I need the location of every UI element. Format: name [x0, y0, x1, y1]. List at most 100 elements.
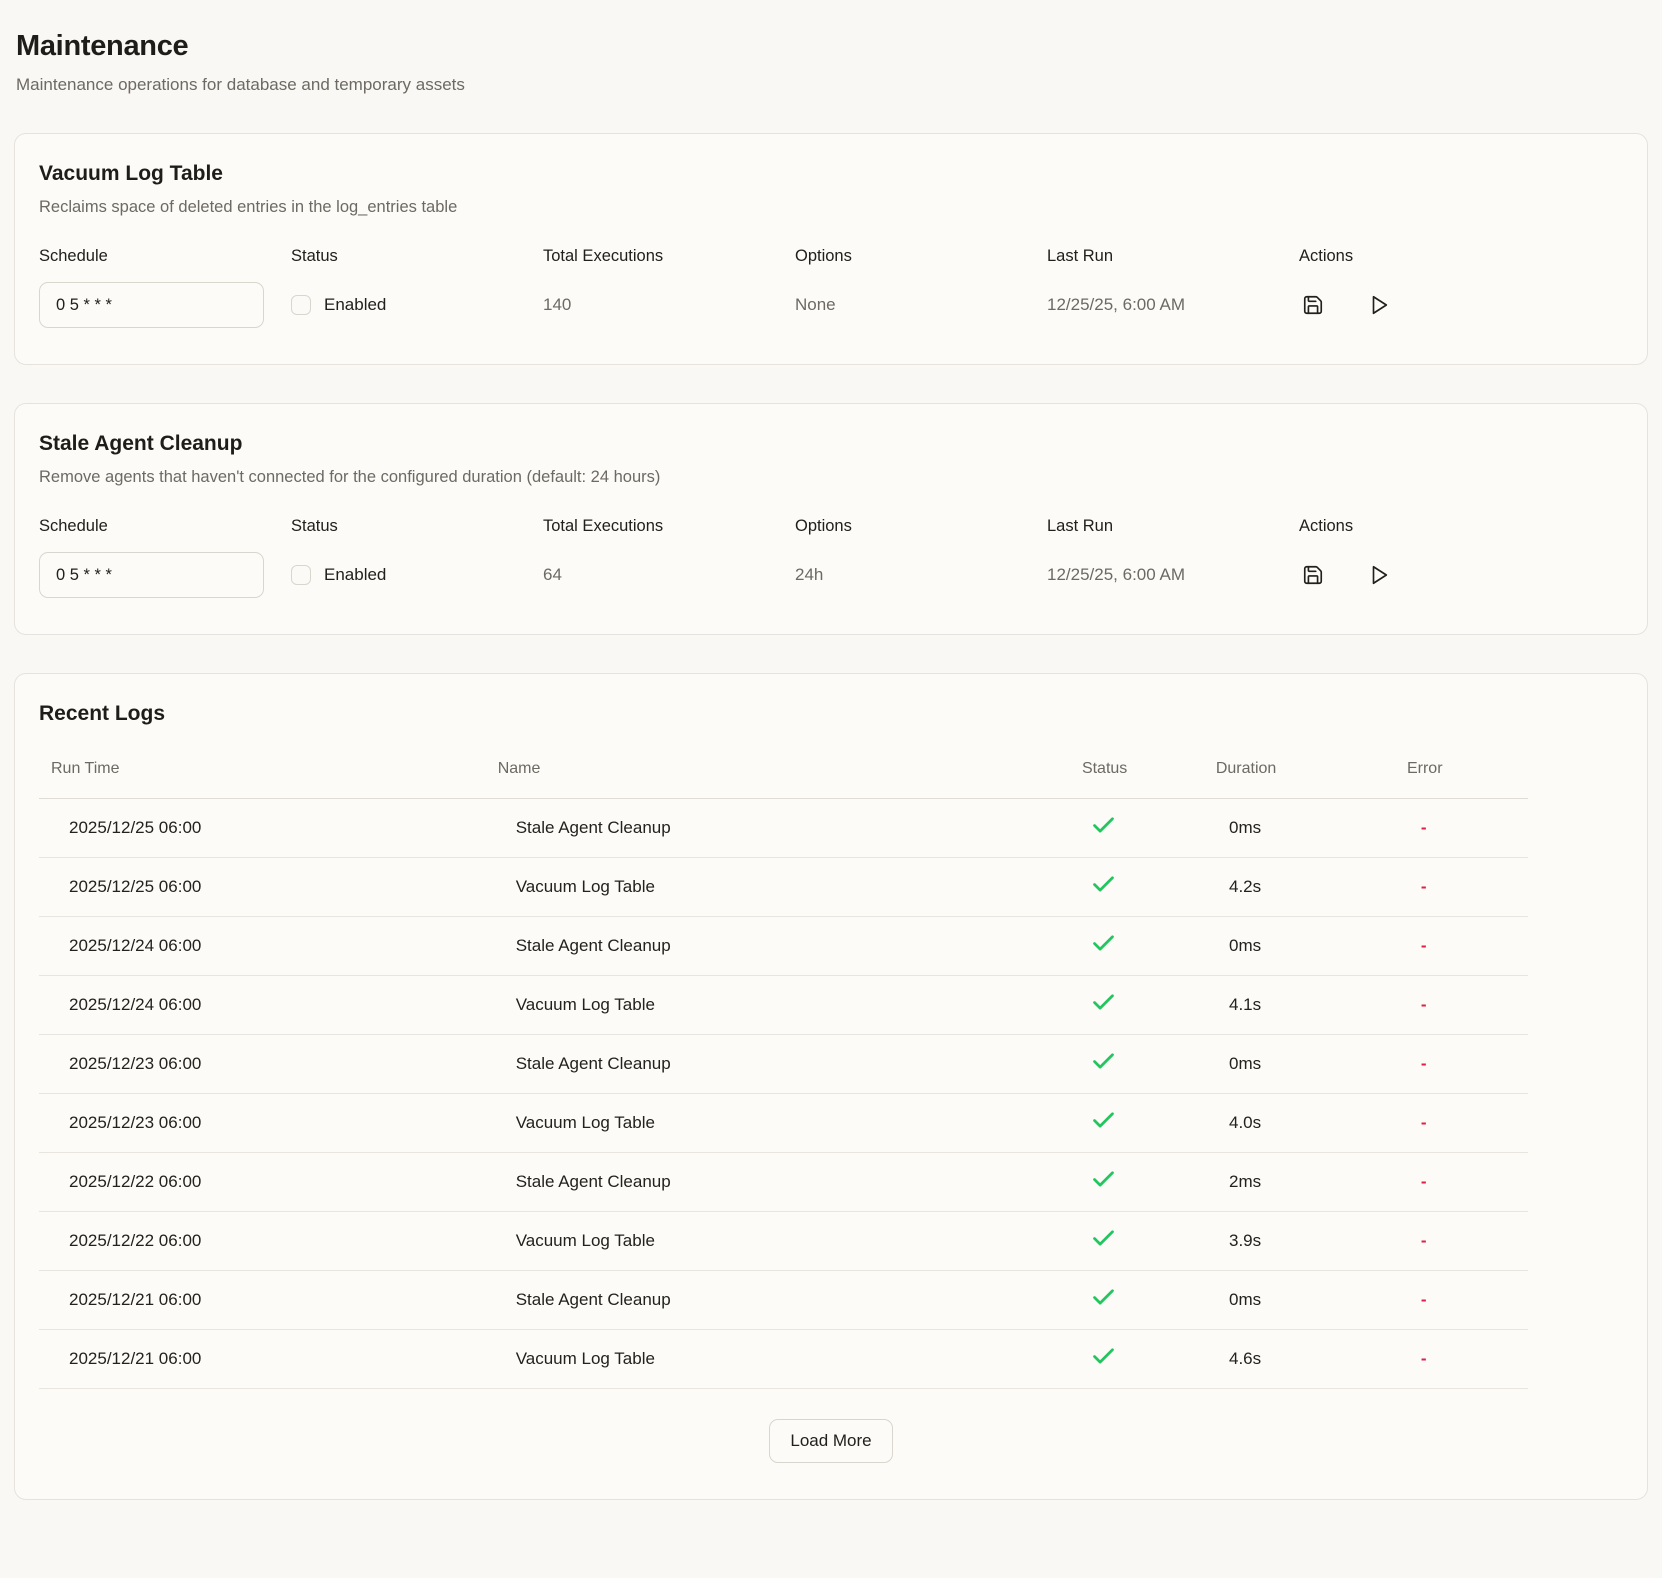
task-title: Stale Agent Cleanup: [39, 432, 243, 455]
log-duration: 4.6s: [1170, 1329, 1320, 1389]
log-run-time: 2025/12/25 06:00: [39, 798, 486, 858]
enabled-label: Enabled: [324, 565, 387, 584]
log-duration: 0ms: [1170, 916, 1320, 976]
log-run-time: 2025/12/21 06:00: [39, 1329, 486, 1389]
load-more-button[interactable]: Load More: [769, 1419, 893, 1463]
last-run-label: Last Run: [1047, 247, 1114, 265]
last-run-value: 12/25/25, 6:00 AM: [1047, 565, 1185, 584]
run-now-button[interactable]: [1365, 291, 1393, 319]
task-fields: Schedule Status Enabled Total Executions…: [39, 517, 1623, 598]
schedule-label: Schedule: [39, 517, 108, 535]
total-executions-field: Total Executions 64: [543, 517, 795, 598]
save-icon: [1302, 564, 1324, 586]
last-run-field: Last Run 12/25/25, 6:00 AM: [1047, 517, 1299, 598]
schedule-input[interactable]: [39, 552, 264, 598]
logs-header-row: Run Time Name Status Duration Error: [39, 752, 1528, 799]
actions-field: Actions: [1299, 247, 1623, 328]
log-row: 2025/12/25 06:00 Vacuum Log Table 4.2s -: [39, 857, 1528, 917]
options-label: Options: [795, 247, 852, 265]
status-field: Status Enabled: [291, 517, 543, 598]
play-icon: [1368, 564, 1390, 586]
task-card: Vacuum Log Table Reclaims space of delet…: [14, 133, 1648, 365]
enabled-checkbox[interactable]: [291, 565, 311, 585]
options-value: None: [795, 295, 836, 314]
status-field: Status Enabled: [291, 247, 543, 328]
log-duration: 0ms: [1170, 798, 1320, 858]
last-run-field: Last Run 12/25/25, 6:00 AM: [1047, 247, 1299, 328]
success-check-icon: [1090, 1112, 1117, 1138]
schedule-input[interactable]: [39, 282, 264, 328]
total-executions-label: Total Executions: [543, 517, 664, 535]
log-run-time: 2025/12/24 06:00: [39, 916, 486, 976]
last-run-label: Last Run: [1047, 517, 1114, 535]
log-row: 2025/12/21 06:00 Stale Agent Cleanup 0ms…: [39, 1270, 1528, 1330]
log-run-time: 2025/12/22 06:00: [39, 1152, 486, 1212]
save-schedule-button[interactable]: [1299, 561, 1327, 589]
task-cards: Vacuum Log Table Reclaims space of delet…: [14, 133, 1648, 635]
enabled-checkbox[interactable]: [291, 295, 311, 315]
options-field: Options 24h: [795, 517, 1047, 598]
log-error: -: [1319, 857, 1528, 917]
log-row: 2025/12/24 06:00 Stale Agent Cleanup 0ms…: [39, 916, 1528, 976]
total-executions-value: 64: [543, 565, 562, 584]
log-status: [1036, 1211, 1171, 1271]
log-error: -: [1319, 916, 1528, 976]
log-error: -: [1319, 1329, 1528, 1389]
column-header-run-time: Run Time: [39, 752, 486, 799]
log-name: Vacuum Log Table: [485, 857, 1037, 917]
log-name: Stale Agent Cleanup: [485, 1270, 1037, 1330]
recent-logs-title: Recent Logs: [39, 702, 166, 725]
success-check-icon: [1090, 935, 1117, 961]
task-description: Reclaims space of deleted entries in the…: [39, 198, 458, 216]
success-check-icon: [1090, 1289, 1117, 1315]
log-error: -: [1319, 975, 1528, 1035]
run-now-button[interactable]: [1365, 561, 1393, 589]
success-check-icon: [1090, 1348, 1117, 1374]
total-executions-value: 140: [543, 295, 572, 314]
success-check-icon: [1090, 994, 1117, 1020]
log-name: Stale Agent Cleanup: [485, 916, 1037, 976]
log-row: 2025/12/22 06:00 Vacuum Log Table 3.9s -: [39, 1211, 1528, 1271]
log-status: [1036, 857, 1171, 917]
log-error: -: [1319, 1152, 1528, 1212]
log-name: Stale Agent Cleanup: [485, 1034, 1037, 1094]
log-row: 2025/12/25 06:00 Stale Agent Cleanup 0ms…: [39, 798, 1528, 858]
log-error: -: [1319, 798, 1528, 858]
log-row: 2025/12/23 06:00 Stale Agent Cleanup 0ms…: [39, 1034, 1528, 1094]
log-status: [1036, 798, 1171, 858]
log-status: [1036, 975, 1171, 1035]
log-duration: 4.2s: [1170, 857, 1320, 917]
log-run-time: 2025/12/23 06:00: [39, 1093, 486, 1153]
actions-field: Actions: [1299, 517, 1623, 598]
total-executions-field: Total Executions 140: [543, 247, 795, 328]
log-row: 2025/12/24 06:00 Vacuum Log Table 4.1s -: [39, 975, 1528, 1035]
success-check-icon: [1090, 1053, 1117, 1079]
page-header: Maintenance Maintenance operations for d…: [14, 30, 1648, 95]
log-status: [1036, 1270, 1171, 1330]
log-status: [1036, 1152, 1171, 1212]
log-name: Vacuum Log Table: [485, 1329, 1037, 1389]
recent-logs-card: Recent Logs Run Time Name Status Duratio…: [14, 673, 1648, 1500]
column-header-name: Name: [485, 752, 1037, 799]
last-run-value: 12/25/25, 6:00 AM: [1047, 295, 1185, 314]
log-run-time: 2025/12/25 06:00: [39, 857, 486, 917]
log-duration: 2ms: [1170, 1152, 1320, 1212]
options-value: 24h: [795, 565, 824, 584]
log-name: Stale Agent Cleanup: [485, 798, 1037, 858]
success-check-icon: [1090, 1230, 1117, 1256]
total-executions-label: Total Executions: [543, 247, 664, 265]
schedule-field: Schedule: [39, 517, 291, 598]
log-error: -: [1319, 1093, 1528, 1153]
log-run-time: 2025/12/24 06:00: [39, 975, 486, 1035]
log-status: [1036, 1034, 1171, 1094]
task-title: Vacuum Log Table: [39, 162, 223, 185]
success-check-icon: [1090, 876, 1117, 902]
log-error: -: [1319, 1034, 1528, 1094]
log-name: Vacuum Log Table: [485, 1211, 1037, 1271]
log-run-time: 2025/12/22 06:00: [39, 1211, 486, 1271]
task-fields: Schedule Status Enabled Total Executions…: [39, 247, 1623, 328]
log-status: [1036, 1093, 1171, 1153]
log-duration: 0ms: [1170, 1270, 1320, 1330]
logs-table-body: 2025/12/25 06:00 Stale Agent Cleanup 0ms…: [39, 798, 1528, 1389]
save-schedule-button[interactable]: [1299, 291, 1327, 319]
